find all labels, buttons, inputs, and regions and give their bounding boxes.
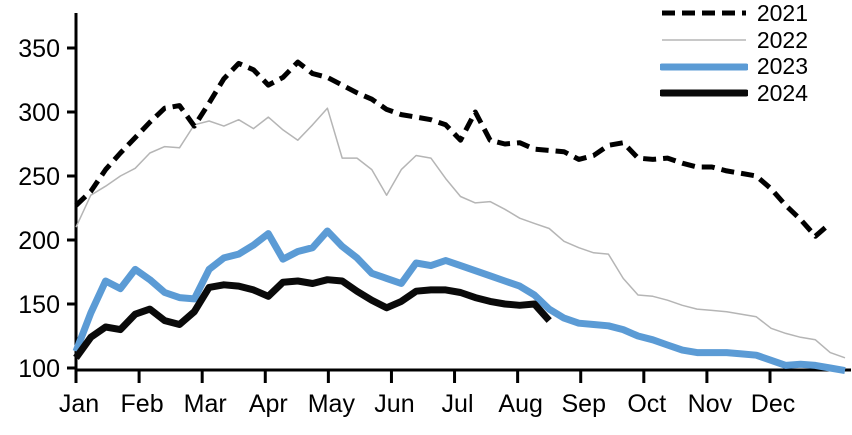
chart-legend: 2021 2022 2023 2024 <box>659 0 808 107</box>
legend-swatch-2021-dashed-line <box>661 10 746 16</box>
y-tick-label: 300 <box>18 99 60 127</box>
x-tick-label: Jan <box>59 390 99 418</box>
x-tick-label: Aug <box>498 390 542 418</box>
series-line-2021 <box>74 59 832 239</box>
legend-label-2024: 2024 <box>756 79 808 106</box>
x-tick-label: Nov <box>688 390 733 418</box>
legend-swatch-2023-blue-line <box>659 63 748 71</box>
x-tick-label: Sep <box>561 390 605 418</box>
x-tick-label: Apr <box>249 390 288 418</box>
x-tick-label: Feb <box>121 390 164 418</box>
legend-label-2023: 2023 <box>756 53 808 80</box>
legend-label-2021: 2021 <box>756 0 808 26</box>
y-tick-label: 350 <box>18 35 60 63</box>
y-tick-label: 200 <box>18 227 60 255</box>
x-tick-label: Oct <box>627 390 666 418</box>
x-tick-label: Jul <box>442 390 474 418</box>
series-line-2023 <box>72 227 846 375</box>
y-tick-label: 100 <box>18 355 60 383</box>
x-tick-label: Dec <box>751 390 795 418</box>
legend-row-2022: 2022 <box>660 27 808 54</box>
x-tick-label: May <box>308 390 356 418</box>
legend-swatch-2022-thin-gray-line <box>661 39 746 41</box>
legend-row-2023: 2023 <box>659 53 808 80</box>
legend-row-2021: 2021 <box>660 0 808 27</box>
legend-row-2024: 2024 <box>659 79 808 107</box>
legend-swatch-2024-black-line <box>659 89 748 97</box>
x-tick-label: Jun <box>374 390 414 418</box>
y-tick-label: 250 <box>18 163 60 191</box>
series-line-2022 <box>75 107 846 359</box>
series-line-2024 <box>73 276 552 360</box>
y-tick-label: 150 <box>18 291 60 319</box>
x-tick-label: Mar <box>184 390 227 418</box>
legend-label-2022: 2022 <box>756 26 808 53</box>
